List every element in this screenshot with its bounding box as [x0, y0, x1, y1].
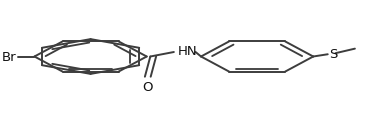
- Text: HN: HN: [178, 45, 197, 58]
- Text: S: S: [330, 47, 338, 60]
- Text: O: O: [143, 80, 153, 93]
- Text: Br: Br: [2, 51, 16, 63]
